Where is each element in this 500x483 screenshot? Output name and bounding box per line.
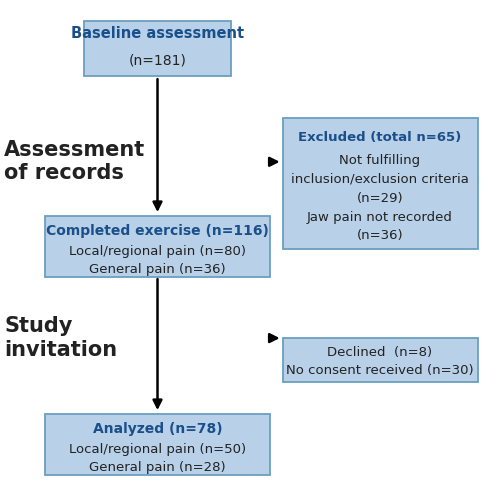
Text: Local/regional pain (n=50): Local/regional pain (n=50) xyxy=(69,443,246,455)
Text: inclusion/exclusion criteria: inclusion/exclusion criteria xyxy=(291,172,469,185)
Text: Local/regional pain (n=80): Local/regional pain (n=80) xyxy=(69,245,246,257)
FancyBboxPatch shape xyxy=(45,414,270,474)
Text: (n=36): (n=36) xyxy=(356,229,404,242)
Text: General pain (n=36): General pain (n=36) xyxy=(89,263,226,276)
Text: (n=181): (n=181) xyxy=(128,54,186,67)
FancyBboxPatch shape xyxy=(282,118,478,249)
Text: Study
invitation: Study invitation xyxy=(4,316,117,360)
Text: Analyzed (n=78): Analyzed (n=78) xyxy=(92,422,222,436)
Text: (n=29): (n=29) xyxy=(356,192,404,204)
FancyBboxPatch shape xyxy=(84,20,231,76)
FancyBboxPatch shape xyxy=(45,216,270,276)
Text: General pain (n=28): General pain (n=28) xyxy=(89,461,226,474)
FancyBboxPatch shape xyxy=(282,338,478,382)
Text: Excluded (total n=65): Excluded (total n=65) xyxy=(298,131,462,144)
Text: Baseline assessment: Baseline assessment xyxy=(71,26,244,42)
Text: Assessment
of records: Assessment of records xyxy=(4,140,145,184)
Text: Declined  (n=8): Declined (n=8) xyxy=(328,346,432,358)
Text: Not fulfilling: Not fulfilling xyxy=(340,154,420,167)
Text: Completed exercise (n=116): Completed exercise (n=116) xyxy=(46,224,269,238)
Text: No consent received (n=30): No consent received (n=30) xyxy=(286,364,474,377)
Text: Jaw pain not recorded: Jaw pain not recorded xyxy=(307,211,453,224)
